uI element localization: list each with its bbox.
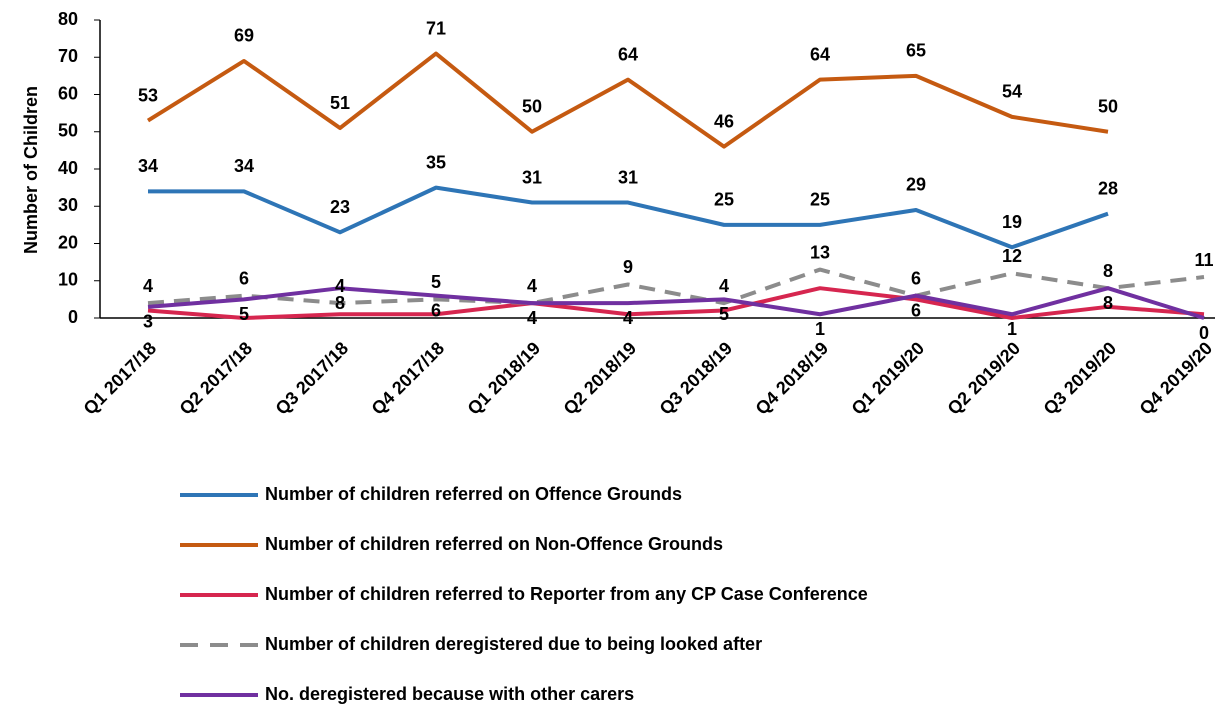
data-label: 29 bbox=[906, 175, 926, 195]
data-label: 25 bbox=[714, 190, 734, 210]
data-label: 13 bbox=[810, 242, 830, 262]
data-label: 8 bbox=[335, 293, 345, 313]
y-tick-label: 60 bbox=[58, 83, 78, 103]
data-label: 25 bbox=[810, 190, 830, 210]
data-label: 0 bbox=[1199, 323, 1209, 343]
data-label: 28 bbox=[1098, 178, 1118, 198]
y-tick-label: 40 bbox=[58, 158, 78, 178]
legend-label: Number of children deregistered due to b… bbox=[265, 634, 762, 654]
data-label: 6 bbox=[239, 268, 249, 288]
y-tick-label: 80 bbox=[58, 9, 78, 29]
series-line bbox=[148, 185, 1109, 250]
data-label: 4 bbox=[527, 276, 537, 296]
data-label: 31 bbox=[522, 167, 542, 187]
data-label: 5 bbox=[719, 304, 729, 324]
data-label: 1 bbox=[815, 319, 825, 339]
data-label: 53 bbox=[138, 85, 158, 105]
data-label: 69 bbox=[234, 26, 254, 46]
data-label: 8 bbox=[1103, 293, 1113, 313]
series-line bbox=[146, 51, 1109, 149]
data-label: 8 bbox=[1103, 261, 1113, 281]
data-label: 65 bbox=[906, 41, 926, 61]
x-tick-label: Q1 2017/18 bbox=[80, 338, 161, 419]
x-tick-label: Q2 2019/20 bbox=[944, 338, 1025, 419]
data-label: 9 bbox=[623, 257, 633, 277]
x-tick-label: Q2 2017/18 bbox=[176, 338, 257, 419]
data-label: 34 bbox=[138, 156, 158, 176]
legend-label: Number of children referred on Non-Offen… bbox=[265, 534, 723, 554]
data-label: 19 bbox=[1002, 212, 1022, 232]
data-label: 54 bbox=[1002, 82, 1022, 102]
data-label: 6 bbox=[431, 300, 441, 320]
x-tick-label: Q1 2018/19 bbox=[464, 338, 545, 419]
data-label: 4 bbox=[143, 276, 153, 296]
data-label: 23 bbox=[330, 197, 350, 217]
data-label: 51 bbox=[330, 93, 350, 113]
data-label: 64 bbox=[810, 44, 830, 64]
data-label: 46 bbox=[714, 111, 734, 131]
data-label: 1 bbox=[1007, 319, 1017, 339]
x-tick-label: Q4 2019/20 bbox=[1136, 338, 1217, 419]
data-label: 50 bbox=[522, 97, 542, 117]
y-tick-label: 10 bbox=[58, 270, 78, 290]
data-label: 64 bbox=[618, 44, 638, 64]
x-tick-label: Q1 2019/20 bbox=[848, 338, 929, 419]
data-label: 12 bbox=[1002, 246, 1022, 266]
y-axis-title: Number of Children bbox=[21, 86, 41, 254]
data-label: 6 bbox=[911, 268, 921, 288]
data-label: 4 bbox=[527, 308, 537, 328]
y-tick-label: 0 bbox=[68, 307, 78, 327]
data-label: 4 bbox=[335, 276, 345, 296]
data-label: 6 bbox=[911, 300, 921, 320]
series-line bbox=[147, 286, 1205, 320]
legend-label: Number of children referred on Offence G… bbox=[265, 484, 682, 504]
legend-label: No. deregistered because with other care… bbox=[265, 684, 634, 704]
data-label: 5 bbox=[239, 304, 249, 324]
x-tick-label: Q3 2017/18 bbox=[272, 338, 353, 419]
x-tick-label: Q3 2019/20 bbox=[1040, 338, 1121, 419]
data-label: 34 bbox=[234, 156, 254, 176]
data-label: 4 bbox=[623, 308, 633, 328]
data-label: 71 bbox=[426, 18, 446, 38]
y-tick-label: 30 bbox=[58, 195, 78, 215]
series-line bbox=[147, 267, 1205, 306]
data-label: 50 bbox=[1098, 97, 1118, 117]
data-label: 11 bbox=[1194, 250, 1213, 270]
x-tick-label: Q2 2018/19 bbox=[560, 338, 641, 419]
data-label: 5 bbox=[431, 272, 441, 292]
legend-label: Number of children referred to Reporter … bbox=[265, 584, 868, 604]
y-tick-label: 50 bbox=[58, 121, 78, 141]
x-tick-label: Q4 2017/18 bbox=[368, 338, 449, 419]
data-label: 35 bbox=[426, 152, 446, 172]
y-tick-label: 70 bbox=[58, 46, 78, 66]
series-line bbox=[147, 286, 1205, 320]
data-label: 31 bbox=[618, 167, 638, 187]
y-tick-label: 20 bbox=[58, 232, 78, 252]
x-tick-label: Q3 2018/19 bbox=[656, 338, 737, 419]
x-tick-label: Q4 2018/19 bbox=[752, 338, 833, 419]
data-label: 4 bbox=[719, 276, 729, 296]
data-label: 3 bbox=[143, 312, 153, 332]
